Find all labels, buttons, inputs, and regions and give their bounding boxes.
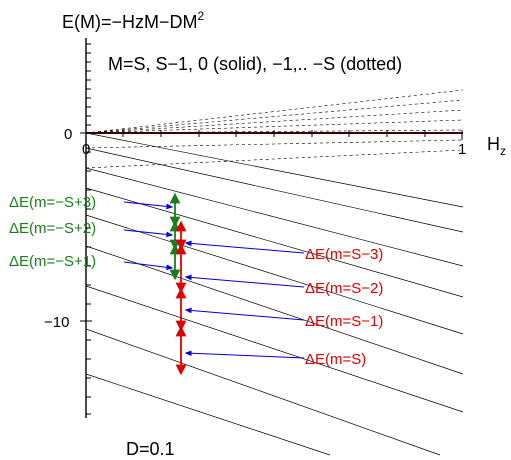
level-line — [85, 187, 464, 298]
y-axis-ticks — [80, 43, 92, 415]
x-tick-label-0: 0 — [82, 141, 90, 158]
legend-subtitle: M=S, S−1, 0 (solid), −1,.. −S (dotted) — [108, 54, 402, 74]
formula-title-main: E(M)=−HzM−DM — [62, 12, 198, 32]
axes — [85, 38, 463, 418]
level-line — [85, 285, 464, 413]
red-label-2: ΔE(m=S−2) — [305, 280, 383, 297]
green-label-3: ΔE(m=−S+1) — [9, 253, 96, 270]
dotted-line — [85, 99, 464, 134]
x-axis-ticks — [85, 130, 463, 140]
level-line — [85, 214, 464, 335]
level-line — [85, 328, 441, 456]
blue-pointer-arrows — [123, 201, 305, 359]
solid-level-lines — [85, 132, 464, 456]
red-label-1: ΔE(m=S−3) — [305, 246, 383, 263]
dotted-line — [85, 139, 464, 149]
level-line — [85, 245, 464, 375]
x-axis-label: Hz — [487, 134, 506, 158]
pointer-red-2 — [184, 274, 305, 288]
dotted-line — [85, 149, 464, 169]
y-tick-label-minus10: −10 — [44, 314, 69, 331]
level-line — [85, 147, 464, 233]
level-line — [85, 132, 464, 208]
level-line — [85, 167, 464, 267]
y-tick-label-0: 0 — [64, 126, 72, 143]
x-tick-label-1: 1 — [458, 141, 466, 158]
footer-label: D=0.1 — [126, 439, 175, 459]
level-line — [85, 373, 331, 456]
formula-title-sup: 2 — [198, 9, 205, 23]
pointer-green-3 — [123, 261, 174, 271]
dotted-line — [85, 119, 464, 134]
green-label-1: ΔE(m=−S+3) — [9, 194, 96, 211]
pointer-green-1 — [123, 201, 174, 210]
x-axis-label-main: H — [487, 134, 500, 154]
pointer-green-2 — [123, 229, 174, 238]
green-label-2: ΔE(m=−S+2) — [9, 220, 96, 237]
x-axis-label-sub: z — [500, 144, 506, 158]
red-label-4: ΔE(m=S) — [305, 351, 366, 368]
dotted-line — [85, 109, 464, 134]
pointer-red-3 — [184, 307, 305, 321]
red-label-3: ΔE(m=S−1) — [305, 313, 383, 330]
pointer-red-1 — [184, 240, 305, 254]
dotted-level-lines — [85, 89, 464, 169]
pointer-red-4 — [184, 350, 305, 359]
formula-title: E(M)=−HzM−DM2 — [62, 9, 205, 32]
